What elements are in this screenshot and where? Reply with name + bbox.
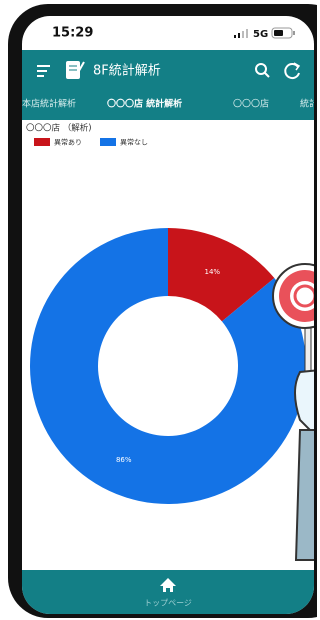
home-label[interactable]: トップページ <box>144 599 192 608</box>
app-header <box>22 50 314 120</box>
legend-label: 異常あり <box>54 138 82 147</box>
status-time: 15:29 <box>52 26 93 41</box>
slice-label: 86% <box>116 456 132 464</box>
legend-label: 異常なし <box>120 138 148 147</box>
tab[interactable]: 本店統計解析 <box>22 98 76 110</box>
tab[interactable]: 〇〇〇店 統計解析 <box>107 98 182 110</box>
slice-label: 14% <box>204 268 220 276</box>
legend-swatch <box>100 138 116 146</box>
chart-title: 〇〇〇店 （解析) <box>26 123 92 134</box>
phone-screenshot: 15:29 5G 8F統計解析 本店統計解析〇〇〇店 統計解析〇〇〇店統計 <box>0 0 317 620</box>
legend-swatch <box>34 138 50 146</box>
tab[interactable]: 〇〇〇店 <box>233 98 269 110</box>
status-network: 5G <box>253 29 268 40</box>
app-title: 8F統計解析 <box>93 63 161 79</box>
